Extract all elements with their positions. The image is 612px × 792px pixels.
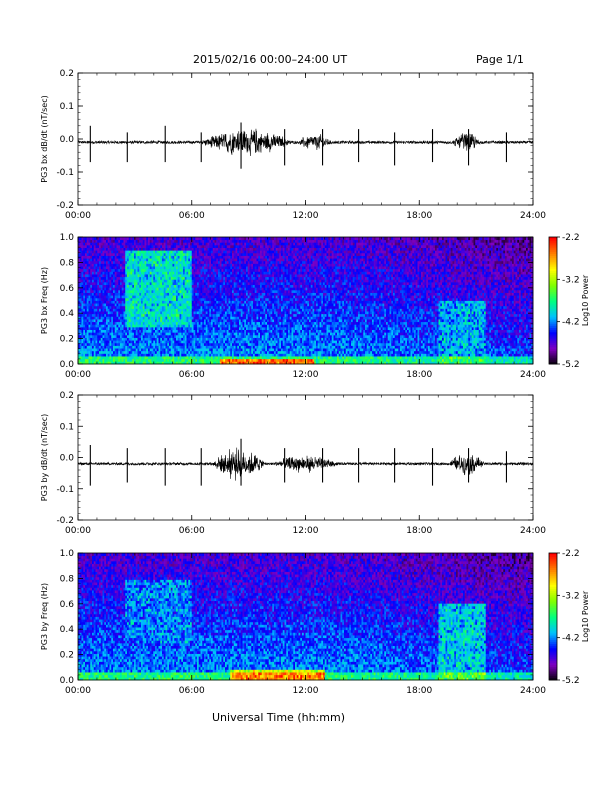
x-tick-label: 12:00 bbox=[293, 686, 319, 696]
panel-2: -2.2 -3.2 -4.2 -5.2 Log10 Power 00:00 06:00 12:… bbox=[40, 233, 590, 380]
y-tick-label: 0.2 bbox=[60, 69, 74, 79]
y-tick-label: 0.0 bbox=[60, 135, 75, 145]
y-tick-label: 0.4 bbox=[60, 625, 75, 635]
spectrogram-cells bbox=[78, 553, 533, 680]
y-tick-label: -0.2 bbox=[56, 201, 74, 211]
colorbar: -2.2 -3.2 -4.2 -5.2 Log10 Power bbox=[549, 549, 590, 686]
x-tick-label: 06:00 bbox=[179, 686, 205, 696]
y-tick-label: 0.8 bbox=[60, 258, 75, 268]
colorbar-tick-label: -3.2 bbox=[562, 275, 580, 285]
x-tick-label: 06:00 bbox=[179, 370, 205, 380]
y-tick-label: -0.1 bbox=[56, 168, 74, 178]
panel-4: -2.2 -3.2 -4.2 -5.2 Log10 Power 00:00 06:00 12:… bbox=[40, 549, 590, 696]
x-tick-label: 00:00 bbox=[65, 526, 91, 536]
colorbar: -2.2 -3.2 -4.2 -5.2 Log10 Power bbox=[549, 233, 590, 370]
x-tick-label: 18:00 bbox=[406, 211, 432, 221]
y-tick-label: 0.1 bbox=[60, 102, 74, 112]
y-tick-label: 0.0 bbox=[60, 676, 75, 686]
x-tick-label: 12:00 bbox=[293, 526, 319, 536]
colorbar-label: Log10 Power bbox=[581, 274, 590, 326]
panel-1: 00:00 06:00 12:00 18:00 24:00 0.2 0.1 0.0 -0.1 -0… bbox=[40, 69, 546, 221]
panel-3: 00:00 06:00 12:00 18:00 24:00 0.2 0.1 0.0 -0.1 -0… bbox=[40, 391, 546, 536]
y-tick-label: 1.0 bbox=[60, 233, 75, 243]
colorbar-tick-label: -5.2 bbox=[562, 676, 580, 686]
y-tick-label: 1.0 bbox=[60, 549, 75, 559]
colorbar-tick-label: -4.2 bbox=[562, 318, 580, 328]
y-tick-label: 0.2 bbox=[60, 391, 74, 401]
y-tick-label: -0.2 bbox=[56, 516, 74, 526]
y-tick-label: 0.2 bbox=[60, 335, 74, 345]
x-tick-label: 00:00 bbox=[65, 686, 91, 696]
y-tick-label: 0.6 bbox=[60, 600, 75, 610]
x-tick-label: 18:00 bbox=[406, 370, 432, 380]
signal-trace bbox=[78, 129, 533, 156]
x-tick-label: 12:00 bbox=[293, 370, 319, 380]
colorbar-tick-label: -2.2 bbox=[562, 549, 580, 559]
y-tick-label: 0.1 bbox=[60, 422, 74, 432]
x-tick-label: 24:00 bbox=[520, 370, 546, 380]
plot-frame bbox=[78, 395, 533, 520]
x-tick-label: 18:00 bbox=[406, 686, 432, 696]
colorbar-tick-label: -2.2 bbox=[562, 233, 580, 243]
y-tick-label: 0.4 bbox=[60, 309, 75, 319]
y-tick-label: 0.2 bbox=[60, 651, 74, 661]
signal-trace bbox=[78, 448, 533, 481]
y-tick-label: 0.0 bbox=[60, 454, 75, 464]
y-tick-label: 0.0 bbox=[60, 360, 75, 370]
colorbar-label: Log10 Power bbox=[581, 590, 590, 642]
y-axis-label: PG3 by dB/dt (nT/sec) bbox=[40, 414, 49, 501]
y-tick-label: -0.1 bbox=[56, 485, 74, 495]
x-tick-label: 24:00 bbox=[520, 526, 546, 536]
x-tick-label: 24:00 bbox=[520, 686, 546, 696]
y-axis-label: PG3 by Freq (Hz) bbox=[40, 583, 49, 650]
colorbar-tick-label: -5.2 bbox=[562, 360, 580, 370]
x-tick-label: 06:00 bbox=[179, 211, 205, 221]
y-axis-label: PG3 bx dB/dt (nT/sec) bbox=[40, 95, 49, 182]
x-tick-label: 00:00 bbox=[65, 370, 91, 380]
x-tick-label: 06:00 bbox=[179, 526, 205, 536]
spectrogram-cells bbox=[78, 237, 533, 364]
x-tick-label: 24:00 bbox=[520, 211, 546, 221]
x-tick-label: 00:00 bbox=[65, 211, 91, 221]
y-axis-label: PG3 bx Freq (Hz) bbox=[40, 267, 49, 334]
y-tick-label: 0.6 bbox=[60, 284, 75, 294]
colorbar-tick-label: -4.2 bbox=[562, 634, 580, 644]
colorbar-tick-label: -3.2 bbox=[562, 591, 580, 601]
x-tick-label: 12:00 bbox=[293, 211, 319, 221]
y-tick-label: 0.8 bbox=[60, 574, 75, 584]
x-tick-label: 18:00 bbox=[406, 526, 432, 536]
